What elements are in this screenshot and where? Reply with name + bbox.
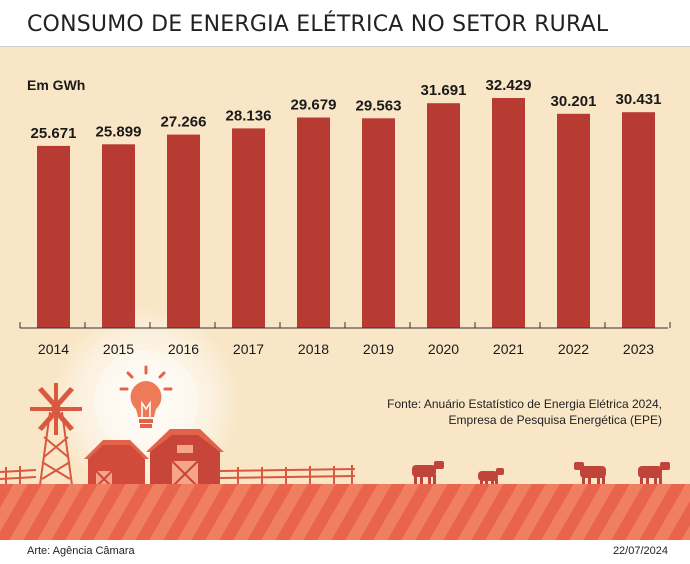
bar-2020 [427,103,460,328]
credit-text: Arte: Agência Câmara [27,545,135,557]
value-label-group: 25.671 25.899 27.266 28.136 29.679 29.563 31.6… [31,77,662,142]
fence-illustration [0,465,356,487]
chart-title: CONSUMO DE ENERGIA ELÉTRICA NO SETOR RUR… [27,12,609,37]
unit-label: Em GWh [27,77,86,93]
windmill-illustration [30,383,82,486]
value-label-2014: 25.671 [31,125,77,142]
bar-2022 [557,113,590,328]
field-illustration [0,484,690,540]
x-tick-label-2023: 2023 [623,341,654,357]
bar-2018 [297,117,330,328]
date-text: 22/07/2024 [612,545,668,557]
source-line-1: Fonte: Anuário Estatístico de Energia El… [387,397,662,411]
bar-2021 [492,98,525,328]
value-label-2016: 27.266 [161,114,207,131]
x-axis-label-group: 2014 2015 2016 2017 2018 2019 2020 2021 2022 2023 [38,341,654,357]
x-tick-label-2015: 2015 [103,341,134,357]
title-divider [0,46,690,47]
bar-2023 [622,112,655,328]
bar-2019 [362,118,395,328]
x-tick-label-2018: 2018 [298,341,329,357]
x-tick-label-2022: 2022 [558,341,589,357]
bar-2017 [232,128,265,328]
x-tick-label-2016: 2016 [168,341,199,357]
bar-2016 [167,134,200,328]
source-line-2: Empresa de Pesquisa Energética (EPE) [448,413,662,427]
bar-group [37,98,655,328]
value-label-2023: 30.431 [616,91,662,108]
bar-2015 [102,144,135,328]
x-tick-label-2014: 2014 [38,341,69,357]
value-label-2020: 31.691 [421,82,467,99]
chart-area: 25.671 25.899 27.266 28.136 29.679 29.563 31.6… [0,77,690,540]
value-label-2017: 28.136 [226,107,272,124]
value-label-2019: 29.563 [356,97,402,114]
source-note: Fonte: Anuário Estatístico de Energia El… [387,396,662,428]
value-label-2018: 29.679 [291,97,337,114]
barn-illustration [84,429,224,488]
x-tick-label-2020: 2020 [428,341,459,357]
value-label-2022: 30.201 [551,93,597,110]
value-label-2015: 25.899 [96,123,142,140]
x-tick-label-2017: 2017 [233,341,264,357]
x-tick-label-2021: 2021 [493,341,524,357]
value-label-2021: 32.429 [486,77,532,94]
x-axis-ticks [19,322,671,328]
cattle-illustration [412,461,670,487]
bar-2014 [37,145,70,328]
x-tick-label-2019: 2019 [363,341,394,357]
